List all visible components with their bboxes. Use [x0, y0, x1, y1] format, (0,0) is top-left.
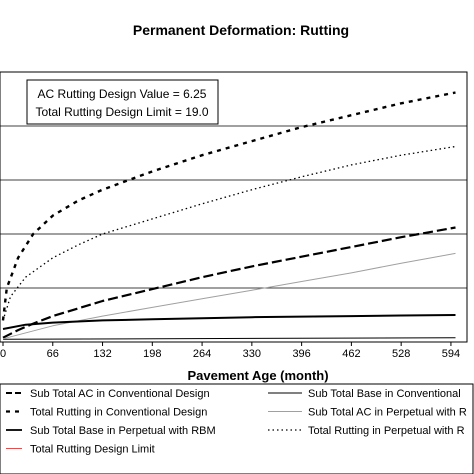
- series-line-5: [2, 145, 456, 321]
- plot-frame: [0, 71, 468, 343]
- x-tick-label-9: 594: [442, 348, 460, 360]
- legend-box: [0, 383, 474, 474]
- legend-label-0: Sub Total AC in Conventional Design: [30, 388, 210, 400]
- legend-label-2: Total Rutting in Conventional Design: [30, 407, 207, 419]
- x-tick-label-0: 0: [0, 348, 6, 360]
- series-layer: [1, 91, 456, 340]
- legend-label-1: Sub Total Base in Conventional: [308, 388, 461, 400]
- legend-label-4: Sub Total Base in Perpetual with RBM: [30, 425, 216, 437]
- grid-lines: [0, 125, 467, 289]
- legend: Sub Total AC in Conventional Design Sub T…: [6, 388, 467, 456]
- x-tick-label-1: 66: [47, 348, 59, 360]
- x-tick-label-8: 528: [392, 348, 410, 360]
- legend-label-5: Total Rutting in Perpetual with R: [308, 425, 465, 437]
- annotation-ac-design-value: AC Rutting Design Value = 6.25: [38, 87, 207, 101]
- x-tick-label-4: 264: [193, 348, 211, 360]
- series-line-3: [2, 252, 456, 340]
- series-line-2: [1, 91, 456, 321]
- chart-title: Permanent Deformation: Rutting: [133, 22, 349, 38]
- x-tick-label-3: 198: [143, 348, 161, 360]
- x-tick-label-6: 396: [292, 348, 310, 360]
- x-axis-label: Pavement Age (month): [187, 368, 328, 383]
- legend-label-3: Sub Total AC in Perpetual with R: [308, 407, 467, 419]
- series-line-1: [2, 337, 456, 340]
- legend-label-6: Total Rutting Design Limit: [30, 444, 155, 456]
- series-line-4: [2, 314, 456, 330]
- x-tick-label-5: 330: [243, 348, 261, 360]
- x-tick-label-7: 462: [342, 348, 360, 360]
- x-tick-label-2: 132: [93, 348, 111, 360]
- annotation-box: [26, 79, 219, 125]
- annotation-total-design-limit: Total Rutting Design Limit = 19.0: [35, 105, 208, 119]
- x-tick-labels: 0 66 132 198 264 330 396 462 528 594: [0, 342, 460, 360]
